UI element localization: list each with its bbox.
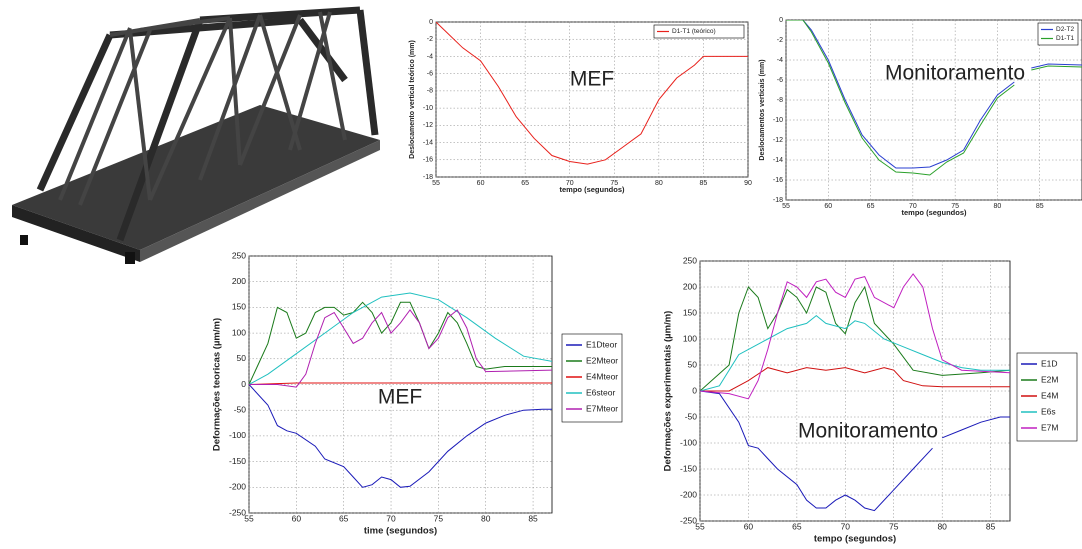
legend-label: E4M xyxy=(1041,390,1058,400)
y-tick-label: 50 xyxy=(237,353,247,363)
x-tick-label: 60 xyxy=(477,180,485,187)
y-tick-label: -4 xyxy=(427,53,433,60)
x-tick-label: 55 xyxy=(782,203,790,210)
y-tick-label: -2 xyxy=(777,37,783,44)
x-tick-label: 55 xyxy=(432,180,440,187)
x-axis-label: tempo (segundos) xyxy=(902,208,968,217)
x-tick-label: 85 xyxy=(700,180,708,187)
y-tick-label: 150 xyxy=(232,302,246,312)
x-tick-label: 80 xyxy=(994,203,1002,210)
y-tick-label: -4 xyxy=(777,57,783,64)
x-tick-label: 90 xyxy=(744,180,752,187)
y-tick-label: -14 xyxy=(423,139,433,146)
y-tick-label: -2 xyxy=(427,36,433,43)
y-tick-label: -8 xyxy=(427,88,433,95)
plot-area xyxy=(436,22,748,177)
y-tick-label: -16 xyxy=(423,157,433,164)
y-tick-label: -50 xyxy=(685,411,698,421)
y-tick-label: 200 xyxy=(232,276,246,286)
y-tick-label: -200 xyxy=(680,489,697,499)
legend-label: E4Mteor xyxy=(586,371,618,381)
legend-label: D1-T1 (teórico) xyxy=(672,28,716,35)
y-tick-label: 0 xyxy=(241,379,246,389)
legend-label: E1D xyxy=(1041,358,1058,368)
legend-label: E2M xyxy=(1041,374,1058,384)
y-tick-label: -16 xyxy=(773,177,783,184)
x-tick-label: 65 xyxy=(867,203,875,210)
y-tick-label: 0 xyxy=(429,19,433,26)
y-tick-label: 100 xyxy=(232,327,246,337)
y-tick-label: -150 xyxy=(229,456,246,466)
y-tick-label: -200 xyxy=(229,482,246,492)
y-tick-label: -12 xyxy=(423,122,433,129)
x-tick-label: 75 xyxy=(434,513,444,523)
x-tick-label: 70 xyxy=(386,513,396,523)
y-axis-label: Deformações teoricas (µm/m) xyxy=(212,318,223,451)
y-tick-label: -150 xyxy=(680,463,697,473)
plot-area xyxy=(786,20,1082,200)
x-tick-label: 80 xyxy=(481,513,491,523)
y-axis-label: Deslocamentos verticais (mm) xyxy=(759,59,766,160)
x-tick-label: 65 xyxy=(339,513,349,523)
x-tick-label: 70 xyxy=(841,521,851,531)
y-tick-label: -12 xyxy=(773,137,783,144)
bridge-illustration xyxy=(12,10,380,264)
x-tick-label: 65 xyxy=(521,180,529,187)
x-tick-label: 80 xyxy=(937,521,947,531)
y-tick-label: 150 xyxy=(683,307,697,317)
y-tick-label: 250 xyxy=(232,250,246,260)
annotation: MEF xyxy=(570,68,614,91)
annotation: Monitoramento xyxy=(885,62,1025,85)
legend-label: D1-T1 xyxy=(1056,35,1074,42)
x-tick-label: 85 xyxy=(528,513,538,523)
y-tick-label: -100 xyxy=(229,430,246,440)
annotation: MEF xyxy=(378,386,422,409)
y-tick-label: -10 xyxy=(423,105,433,112)
y-tick-label: 250 xyxy=(683,255,697,265)
x-tick-label: 60 xyxy=(824,203,832,210)
x-tick-label: 55 xyxy=(695,521,705,531)
x-axis-label: tempo (segundos) xyxy=(560,185,626,194)
y-tick-label: 0 xyxy=(779,17,783,24)
y-tick-label: -10 xyxy=(773,117,783,124)
y-tick-label: -50 xyxy=(234,404,247,414)
x-axis-label: tempo (segundos) xyxy=(814,534,896,545)
y-axis-label: Deformações experimentais (µm/m) xyxy=(663,311,674,472)
y-tick-label: 0 xyxy=(692,385,697,395)
x-tick-label: 80 xyxy=(655,180,663,187)
y-tick-label: -100 xyxy=(680,437,697,447)
y-tick-label: -6 xyxy=(777,77,783,84)
y-tick-label: -8 xyxy=(777,97,783,104)
x-axis-label: time (segundos) xyxy=(364,526,437,537)
y-tick-label: 50 xyxy=(688,359,698,369)
y-tick-label: 100 xyxy=(683,333,697,343)
x-tick-label: 55 xyxy=(244,513,254,523)
x-tick-label: 65 xyxy=(792,521,802,531)
y-tick-label: 200 xyxy=(683,281,697,291)
y-tick-label: -14 xyxy=(773,157,783,164)
y-tick-label: -6 xyxy=(427,71,433,78)
legend-label: E7M xyxy=(1041,422,1058,432)
legend-label: E2Mteor xyxy=(586,355,618,365)
legend-label: D2-T2 xyxy=(1056,26,1074,33)
legend-label: E7Mteor xyxy=(586,403,618,413)
x-tick-label: 60 xyxy=(744,521,754,531)
legend-label: E6s xyxy=(1041,406,1056,416)
y-axis-label: Deslocamento vertical teórico (mm) xyxy=(409,40,416,159)
x-tick-label: 85 xyxy=(986,521,996,531)
annotation: Monitoramento xyxy=(798,420,938,443)
legend-label: E1Dteor xyxy=(586,339,617,349)
figure: 0-2-4-6-8-10-12-14-16-185560657075808590… xyxy=(0,0,1082,549)
legend-label: E6steor xyxy=(586,387,615,397)
x-tick-label: 85 xyxy=(1036,203,1044,210)
x-tick-label: 75 xyxy=(889,521,899,531)
x-tick-label: 60 xyxy=(292,513,302,523)
